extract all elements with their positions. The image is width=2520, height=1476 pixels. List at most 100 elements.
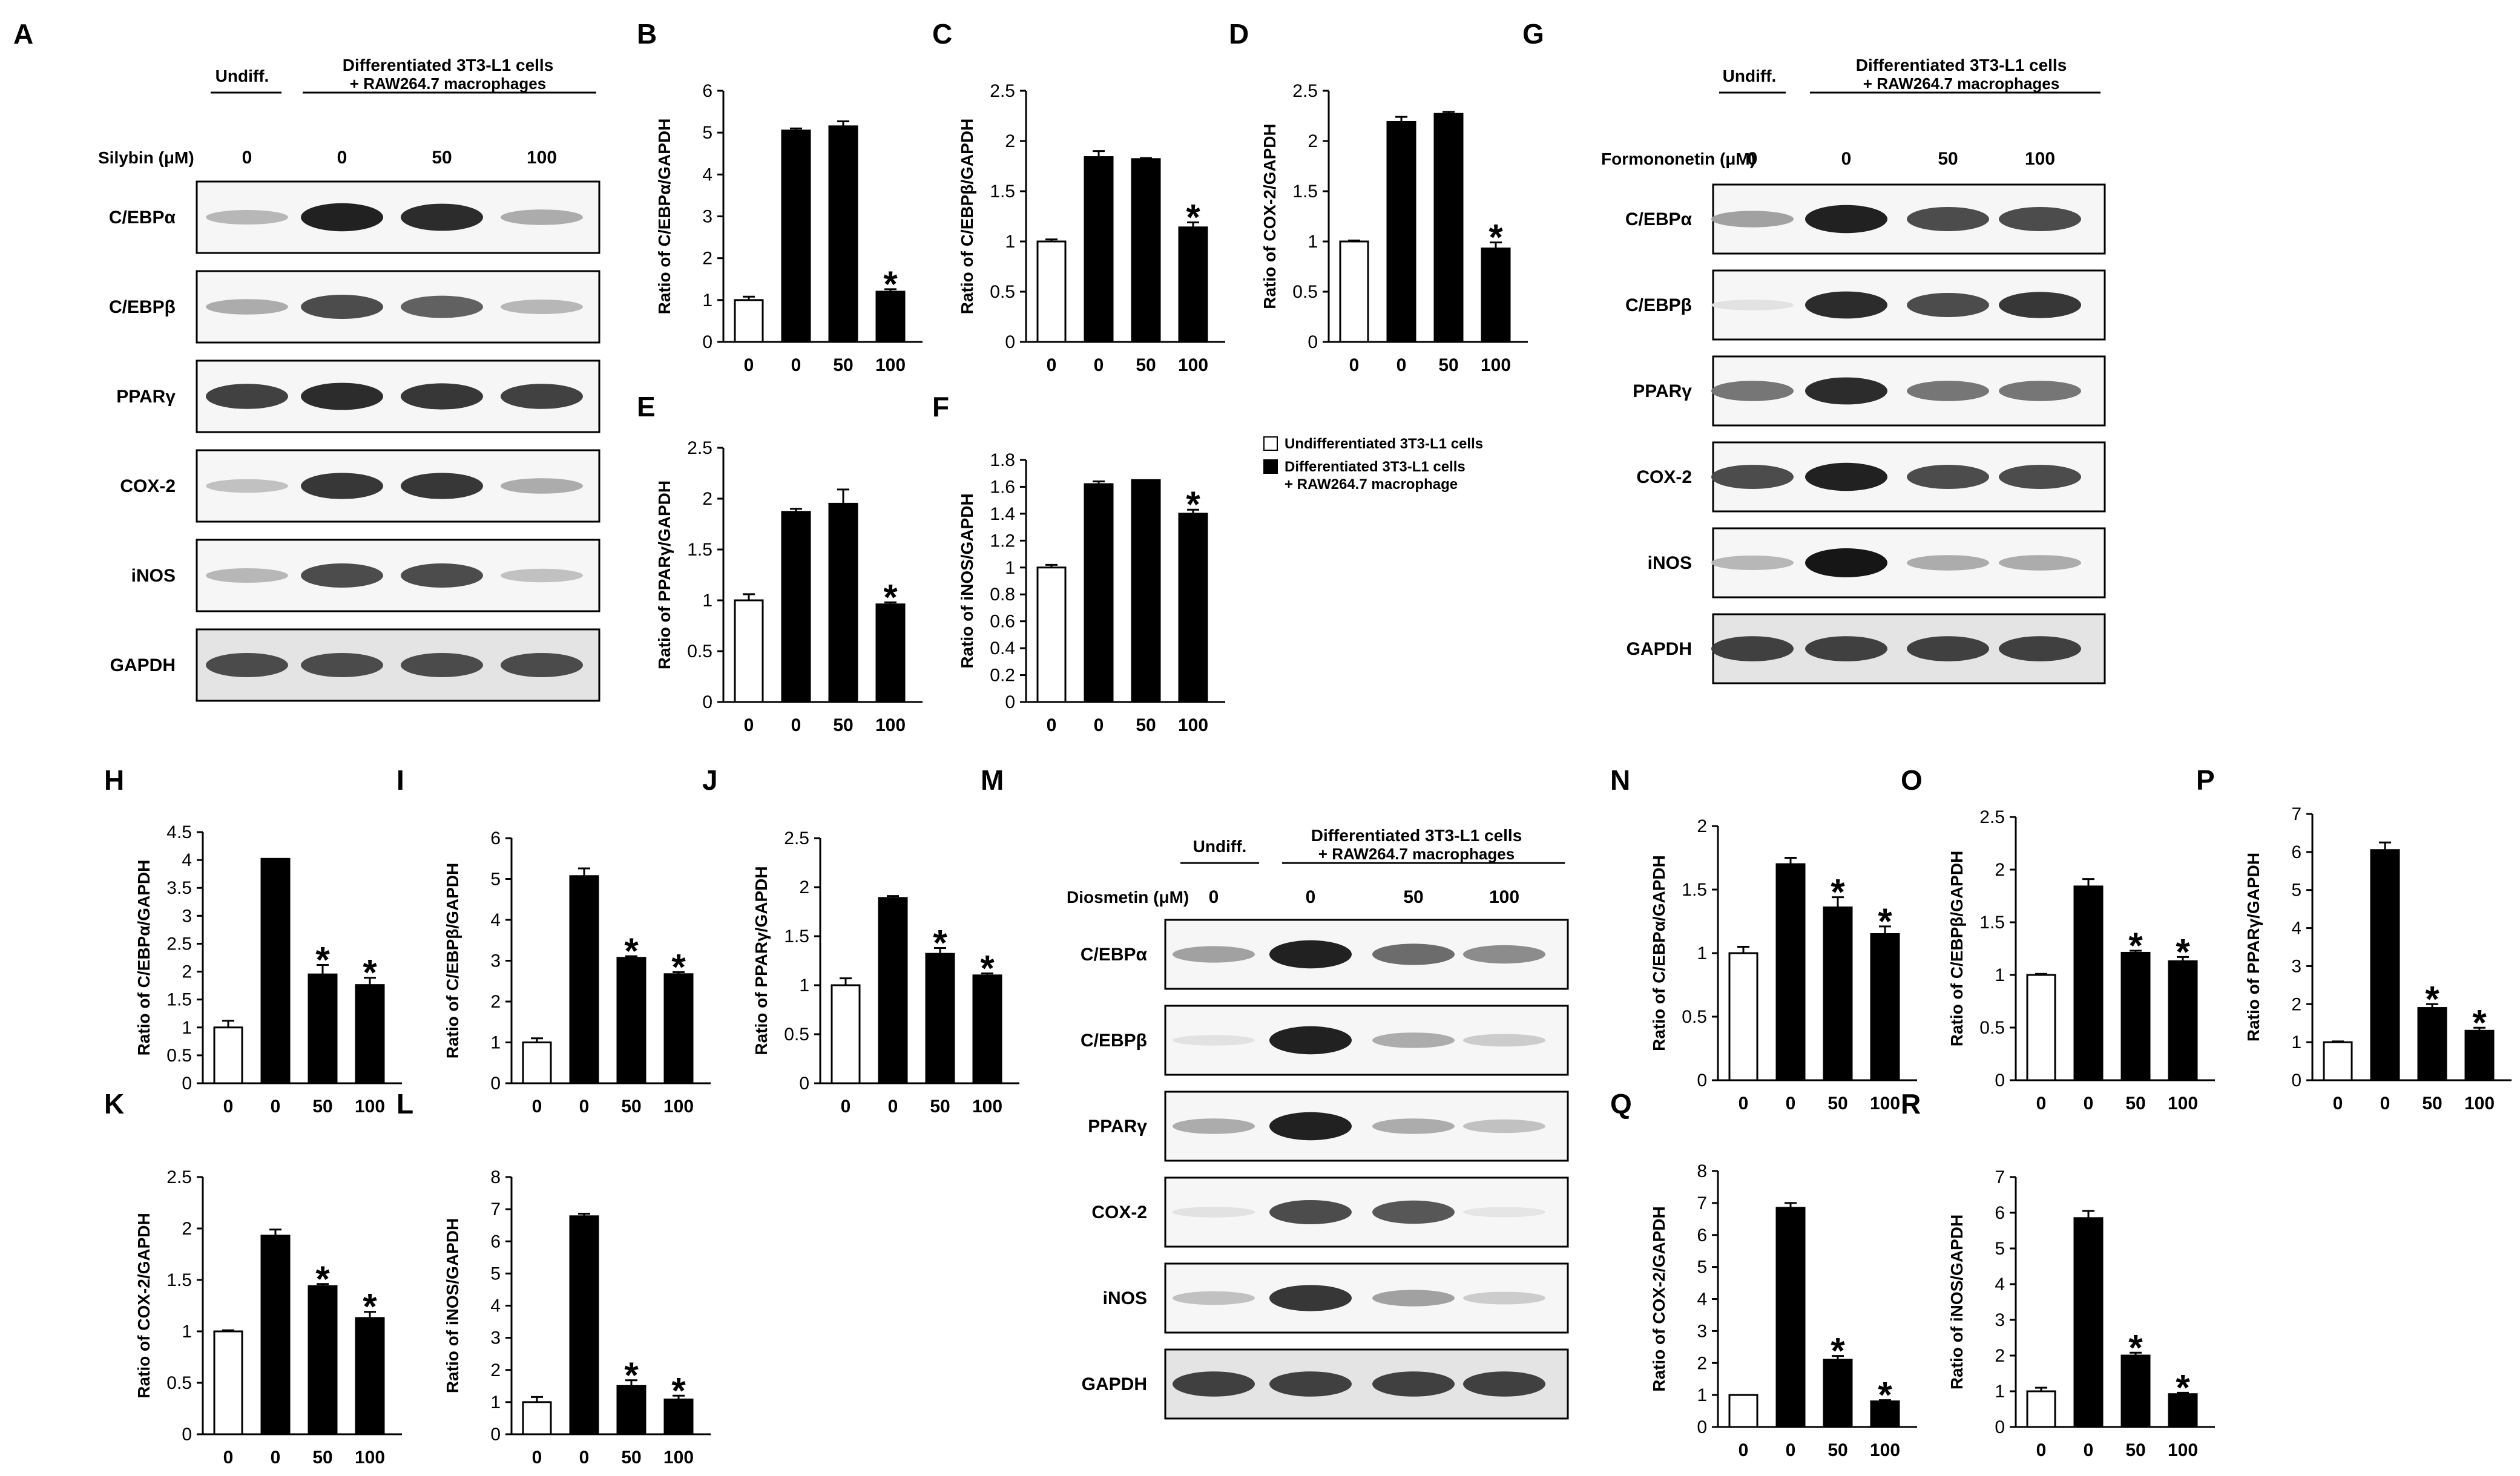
bar xyxy=(1823,906,1853,1081)
x-tick-label: 0 xyxy=(2084,1440,2094,1460)
bar xyxy=(2168,960,2198,1081)
blot-band xyxy=(1269,1112,1352,1141)
dose-label: 0 xyxy=(337,148,347,168)
significance-marker: * xyxy=(2472,1002,2487,1043)
dose-label: 0 xyxy=(1748,149,1758,169)
y-tick-label: 0.4 xyxy=(990,638,1015,658)
y-tick-label: 4 xyxy=(490,910,501,930)
blot-band xyxy=(206,210,288,225)
blot-band xyxy=(1173,1118,1255,1134)
treatment-label: Diosmetin (μM) xyxy=(1067,888,1189,907)
y-tick-label: 4 xyxy=(702,165,712,185)
y-tick-label: 7 xyxy=(490,1199,501,1219)
y-tick-label: 1.4 xyxy=(990,504,1015,524)
y-tick-label: 7 xyxy=(1995,1167,2005,1187)
y-axis-label: Ratio of C/EBPβ/GAPDH xyxy=(1947,851,1966,1047)
blot-band xyxy=(1999,555,2081,571)
y-tick-label: 3.5 xyxy=(166,878,192,898)
y-tick-label: 0 xyxy=(1005,332,1015,352)
legend-swatch-undiff xyxy=(1263,436,1278,451)
dose-label: 50 xyxy=(1403,887,1423,907)
y-tick-label: 0 xyxy=(1995,1071,2005,1091)
blot-band xyxy=(1907,636,1989,661)
blot-band xyxy=(301,473,383,499)
protein-label: C/EBPα xyxy=(1081,945,1148,965)
panel-letter-h: H xyxy=(104,764,124,796)
diff-header-line1: Differentiated 3T3-L1 cells xyxy=(343,56,554,74)
bar xyxy=(1386,120,1416,343)
blot-band xyxy=(301,203,383,232)
y-tick-label: 2 xyxy=(2291,994,2301,1014)
bar xyxy=(1084,483,1114,703)
blot-band xyxy=(1999,292,2081,318)
blot-band xyxy=(1805,205,1887,234)
significance-marker: * xyxy=(1186,484,1200,525)
y-axis-label: Ratio of COX-2/GAPDH xyxy=(134,1213,153,1398)
protein-label: GAPDH xyxy=(1627,639,1692,659)
y-tick-label: 1.5 xyxy=(166,990,192,1010)
y-tick-label: 0.5 xyxy=(1292,282,1318,302)
y-axis-label: Ratio of iNOS/GAPDH xyxy=(1947,1215,1966,1389)
blot-band xyxy=(1463,1207,1545,1218)
blot-band xyxy=(401,563,483,588)
y-tick-label: 0 xyxy=(1697,1071,1707,1091)
y-tick-label: 3 xyxy=(1995,1310,2005,1330)
y-tick-label: 2.5 xyxy=(1979,807,2005,827)
significance-marker: * xyxy=(624,1355,639,1396)
blot-band xyxy=(401,473,483,499)
y-tick-label: 7 xyxy=(1697,1193,1707,1213)
blot-band xyxy=(401,203,483,231)
blot-band xyxy=(1463,1034,1545,1047)
significance-marker: * xyxy=(1878,1375,1892,1415)
blot-band xyxy=(401,383,483,410)
y-axis-label: Ratio of PPARγ/GAPDH xyxy=(655,481,674,669)
bar xyxy=(569,1215,599,1435)
bar xyxy=(1775,1207,1806,1428)
bar xyxy=(213,1026,243,1084)
bar xyxy=(1775,863,1806,1081)
x-tick-label: 0 xyxy=(1739,1440,1749,1460)
significance-marker: * xyxy=(2176,1367,2190,1408)
blot-band xyxy=(1372,1290,1455,1307)
x-tick-label: 100 xyxy=(2464,1094,2495,1114)
blot-band xyxy=(401,295,483,318)
bar xyxy=(2417,1007,2447,1081)
blot-band xyxy=(1711,556,1794,570)
y-tick-label: 2 xyxy=(1308,131,1318,151)
blot-band xyxy=(301,563,383,588)
blot-band xyxy=(1999,465,2081,489)
y-tick-label: 1 xyxy=(702,591,712,611)
y-tick-label: 1 xyxy=(2291,1032,2301,1052)
y-tick-label: 1 xyxy=(490,1392,501,1412)
bar xyxy=(1728,952,1758,1081)
y-tick-label: 1 xyxy=(1995,965,2005,985)
blot-band xyxy=(206,568,288,583)
panel-letter-a: A xyxy=(13,18,33,50)
y-tick-label: 6 xyxy=(1697,1225,1707,1245)
y-tick-label: 4 xyxy=(1697,1290,1707,1310)
x-tick-label: 50 xyxy=(2125,1094,2145,1114)
chart-c: 0 0.5 1 1.5 2 2.5 Ratio of C/EBPβ/GAPDH 0 0 50 * 10… xyxy=(958,81,1225,375)
y-tick-label: 0.5 xyxy=(1682,1007,1707,1027)
panel-letter-l: L xyxy=(396,1088,413,1120)
panel-letter-r: R xyxy=(1901,1088,1921,1120)
treatment-label: Formononetin (μM) xyxy=(1601,149,1755,168)
bar xyxy=(972,974,1002,1084)
bar xyxy=(1036,566,1067,703)
y-tick-label: 1 xyxy=(1005,232,1015,252)
blot-band xyxy=(1372,1118,1455,1134)
bar xyxy=(2026,974,2056,1081)
bar xyxy=(2464,1029,2495,1081)
x-tick-label: 100 xyxy=(1870,1094,1900,1114)
blot-band xyxy=(1463,1119,1545,1133)
x-tick-label: 100 xyxy=(2168,1440,2198,1460)
panel-letter-d: D xyxy=(1229,18,1249,50)
y-tick-label: 0 xyxy=(1005,692,1015,712)
y-tick-label: 2 xyxy=(1995,860,2005,880)
x-tick-label: 0 xyxy=(2036,1094,2047,1114)
diff-header-line2: + RAW264.7 macrophages xyxy=(1318,845,1515,863)
bar xyxy=(355,1317,385,1435)
x-tick-label: 0 xyxy=(532,1097,542,1117)
chart-j: 0 0.5 1 1.5 2 2.5 Ratio of PPARγ/GAPDH 0 0 * 50 * 10… xyxy=(752,828,1019,1117)
